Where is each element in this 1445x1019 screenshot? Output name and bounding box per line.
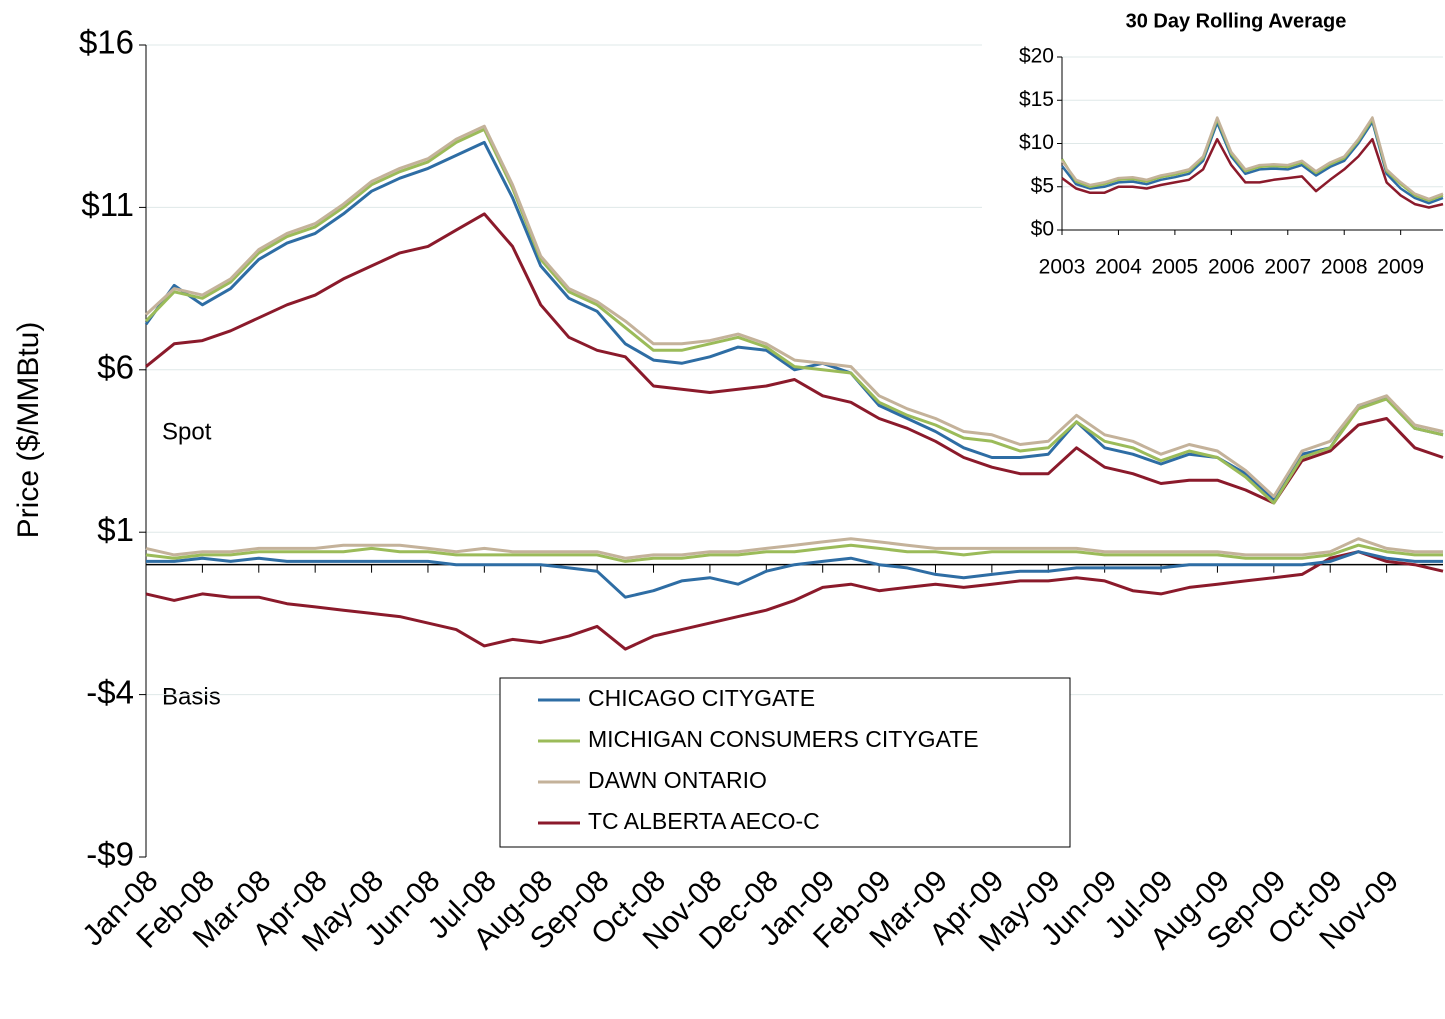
line <box>1060 116 1444 201</box>
basis-line <box>146 550 1443 599</box>
y-tick-label: $16 <box>79 24 134 61</box>
y-tick-label: $0 <box>1031 218 1054 241</box>
annotation: Spot <box>162 418 212 445</box>
spot-line <box>144 127 1444 505</box>
legend-label: MICHIGAN CONSUMERS CITYGATE <box>588 726 979 752</box>
line <box>1061 137 1444 209</box>
y-tick-label: $1 <box>97 511 134 548</box>
x-tick-label: 2005 <box>1152 256 1199 279</box>
y-tick-label: -$4 <box>86 673 134 710</box>
y-tick-label: $20 <box>1019 45 1054 68</box>
y-tick-label: $5 <box>1031 174 1054 197</box>
x-tick-label: 2004 <box>1095 256 1142 279</box>
x-tick-label: 2009 <box>1377 256 1424 279</box>
y-axis-label: Price ($/MMBtu) <box>12 322 45 539</box>
basis-line <box>145 537 1443 560</box>
basis-line <box>145 543 1443 563</box>
legend-box <box>499 677 1071 848</box>
y-tick-label: -$9 <box>86 836 134 873</box>
annotation: Basis <box>162 683 221 710</box>
spot-line <box>144 124 1444 498</box>
x-tick-label: 2008 <box>1321 256 1368 279</box>
legend-label: CHICAGO CITYGATE <box>588 685 815 711</box>
y-tick-label: $11 <box>81 186 134 223</box>
inset-background <box>982 37 1445 285</box>
legend-label: DAWN ONTARIO <box>588 767 767 793</box>
y-tick-label: $15 <box>1019 88 1054 111</box>
spot-line <box>145 212 1444 505</box>
y-tick-label: $10 <box>1019 131 1054 154</box>
x-tick-label: 2006 <box>1208 256 1255 279</box>
x-tick-label: 2007 <box>1264 256 1311 279</box>
basis-line <box>145 550 1444 651</box>
y-tick-label: $6 <box>97 349 134 386</box>
x-tick-label: 2003 <box>1039 256 1086 279</box>
inset-title: 30 Day Rolling Average <box>1126 10 1347 32</box>
legend-label: TC ALBERTA AECO-C <box>588 808 820 834</box>
